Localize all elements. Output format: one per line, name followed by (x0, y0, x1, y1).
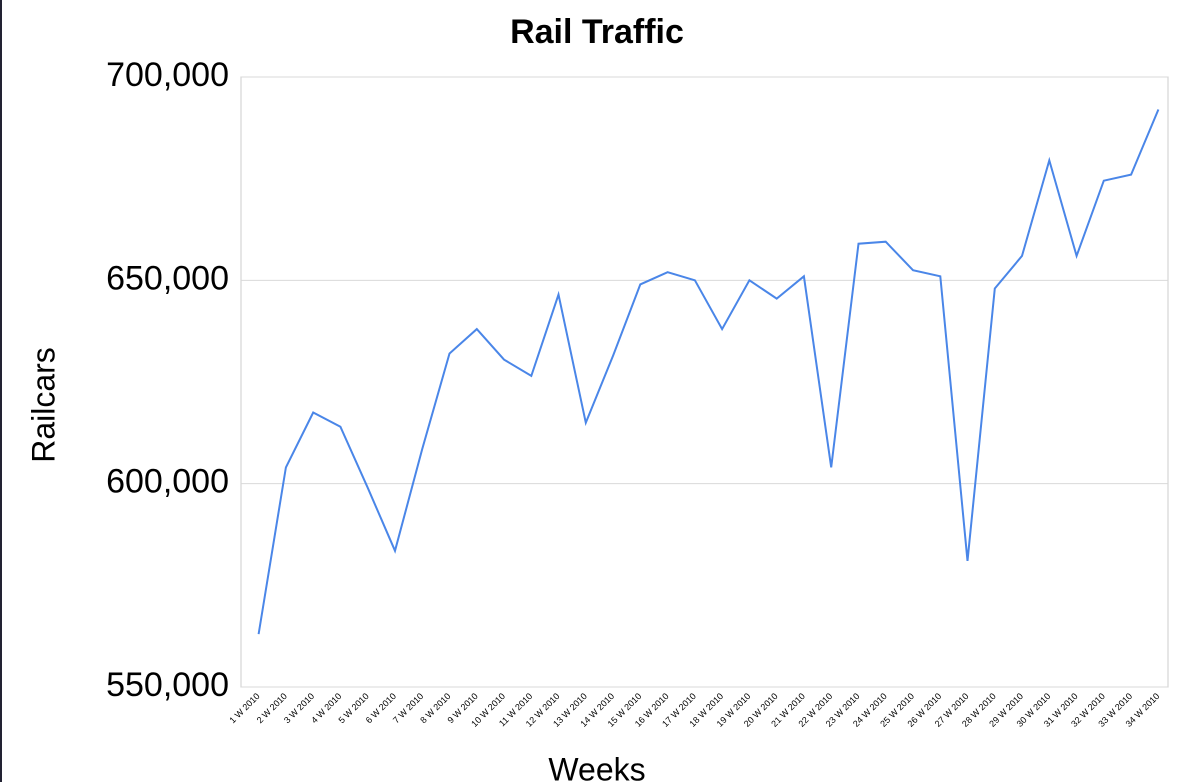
y-tick-label: 700,000 (106, 56, 229, 94)
x-axis-label: Weeks (548, 751, 645, 782)
y-tick-label: 550,000 (106, 666, 229, 704)
y-tick-label: 650,000 (106, 259, 229, 297)
data-line (257, 109, 1160, 635)
chart-title: Rail Traffic (510, 13, 684, 51)
y-tick-label: 600,000 (106, 463, 229, 501)
plot-border (240, 76, 1169, 688)
y-axis-label: Railcars (25, 347, 61, 463)
